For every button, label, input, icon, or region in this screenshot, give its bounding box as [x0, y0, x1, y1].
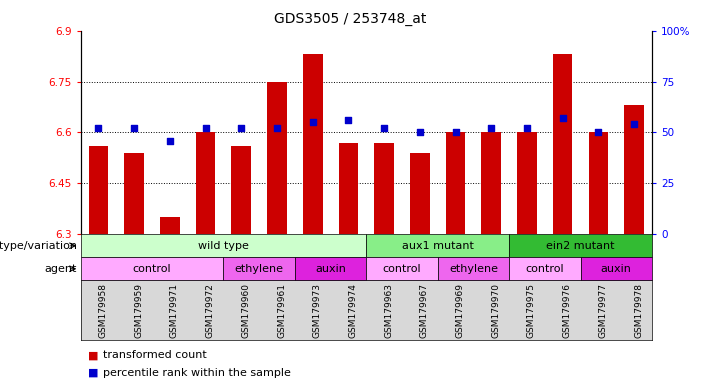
Point [128, 125, 139, 131]
Text: GSM179961: GSM179961 [277, 283, 286, 338]
Bar [295, 257, 366, 280]
Bar [81, 257, 224, 280]
Point [450, 129, 461, 136]
Text: ethylene: ethylene [449, 264, 498, 274]
Text: ethylene: ethylene [235, 264, 284, 274]
Text: transformed count: transformed count [103, 350, 207, 360]
Text: genotype/variation: genotype/variation [0, 241, 77, 251]
Bar [580, 257, 652, 280]
Bar [88, 146, 108, 234]
Point [200, 125, 211, 131]
Bar [437, 257, 509, 280]
Text: GSM179974: GSM179974 [348, 283, 358, 338]
Text: ein2 mutant: ein2 mutant [546, 241, 615, 251]
Point [593, 129, 604, 136]
Bar [446, 132, 465, 234]
Text: GSM179975: GSM179975 [527, 283, 536, 338]
Text: agent: agent [45, 264, 77, 274]
Text: percentile rank within the sample: percentile rank within the sample [103, 368, 291, 378]
Point [486, 125, 497, 131]
Bar [509, 234, 652, 257]
Bar [625, 105, 644, 234]
Point [164, 137, 175, 144]
Bar [160, 217, 179, 234]
Text: ■: ■ [88, 350, 98, 360]
Text: GSM179977: GSM179977 [599, 283, 607, 338]
Text: GDS3505 / 253748_at: GDS3505 / 253748_at [274, 12, 427, 25]
Bar [196, 132, 215, 234]
Bar [224, 257, 295, 280]
Bar [517, 132, 537, 234]
Bar [81, 234, 366, 257]
Text: GSM179973: GSM179973 [313, 283, 322, 338]
Bar [339, 143, 358, 234]
Point [93, 125, 104, 131]
Bar [482, 132, 501, 234]
Bar [410, 153, 430, 234]
Text: GSM179971: GSM179971 [170, 283, 179, 338]
Text: GSM179958: GSM179958 [98, 283, 107, 338]
Text: GSM179972: GSM179972 [205, 283, 215, 338]
Text: auxin: auxin [315, 264, 346, 274]
Text: GSM179959: GSM179959 [134, 283, 143, 338]
Text: GSM179978: GSM179978 [634, 283, 643, 338]
Text: control: control [132, 264, 171, 274]
Bar [509, 257, 580, 280]
Text: GSM179970: GSM179970 [491, 283, 501, 338]
Bar [267, 82, 287, 234]
Text: GSM179963: GSM179963 [384, 283, 393, 338]
Point [343, 117, 354, 123]
Bar [124, 153, 144, 234]
Text: GSM179976: GSM179976 [563, 283, 571, 338]
Point [236, 125, 247, 131]
Point [307, 119, 318, 126]
Bar [553, 55, 573, 234]
Bar [589, 132, 608, 234]
Bar [231, 146, 251, 234]
Text: control: control [383, 264, 421, 274]
Bar [366, 234, 509, 257]
Text: GSM179969: GSM179969 [456, 283, 465, 338]
Point [629, 121, 640, 127]
Point [522, 125, 533, 131]
Bar [374, 143, 394, 234]
Bar [303, 55, 322, 234]
Text: aux1 mutant: aux1 mutant [402, 241, 474, 251]
Text: GSM179960: GSM179960 [241, 283, 250, 338]
Text: ■: ■ [88, 368, 98, 378]
Text: auxin: auxin [601, 264, 632, 274]
Bar [366, 257, 437, 280]
Point [414, 129, 426, 136]
Text: wild type: wild type [198, 241, 249, 251]
Point [379, 125, 390, 131]
Point [271, 125, 283, 131]
Point [557, 115, 569, 121]
Text: GSM179967: GSM179967 [420, 283, 429, 338]
Text: control: control [526, 264, 564, 274]
